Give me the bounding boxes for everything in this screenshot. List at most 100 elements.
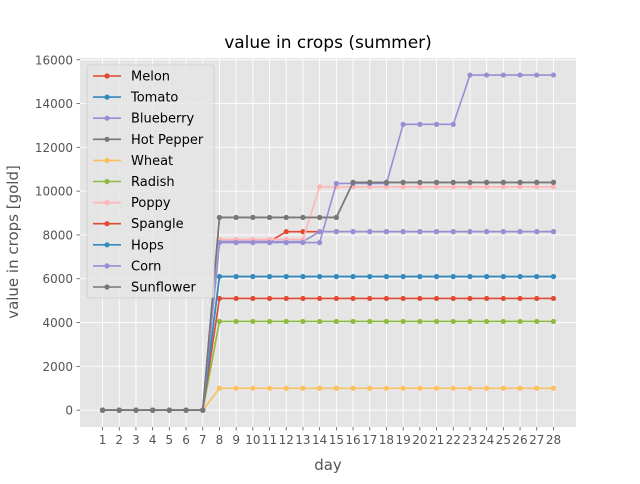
data-point xyxy=(484,184,490,190)
data-point xyxy=(283,385,289,391)
data-point xyxy=(250,214,256,221)
data-point xyxy=(500,72,506,78)
y-tick-label: 16000 xyxy=(35,53,73,67)
data-point xyxy=(534,72,540,78)
data-point xyxy=(183,407,189,413)
data-point xyxy=(467,318,473,325)
data-point xyxy=(233,318,239,325)
y-axis-label: value in crops [gold] xyxy=(4,165,22,319)
x-tick-label: 2 xyxy=(115,433,123,447)
x-tick-label: 25 xyxy=(496,433,511,447)
x-tick-label: 10 xyxy=(245,433,260,447)
legend-label: Spangle xyxy=(131,217,184,232)
data-point xyxy=(250,240,256,246)
data-point xyxy=(550,385,557,391)
legend-label: Radish xyxy=(131,175,175,190)
data-point xyxy=(417,229,423,235)
data-point xyxy=(517,179,523,185)
data-point xyxy=(467,385,473,391)
data-point xyxy=(216,385,223,391)
data-point xyxy=(550,72,557,78)
data-point xyxy=(133,407,139,413)
legend-entry: Tomato xyxy=(93,91,178,106)
data-point xyxy=(317,240,323,246)
series-line xyxy=(102,181,554,411)
data-point xyxy=(317,214,323,221)
legend-marker xyxy=(104,136,110,142)
data-point xyxy=(450,273,456,280)
data-point xyxy=(417,273,423,280)
data-point xyxy=(500,318,506,325)
data-point xyxy=(383,295,390,302)
data-point xyxy=(433,318,440,325)
data-point xyxy=(450,295,456,302)
data-point xyxy=(500,295,506,302)
legend-entry: Melon xyxy=(93,70,170,85)
legend-entry: Hot Pepper xyxy=(93,133,204,148)
y-tick-label: 2000 xyxy=(42,360,73,374)
legend-entry: Blueberry xyxy=(93,112,194,127)
x-tick-label: 6 xyxy=(182,433,190,447)
data-point xyxy=(283,214,289,221)
data-point xyxy=(450,121,456,127)
data-point xyxy=(433,179,440,185)
legend-label: Hops xyxy=(131,238,164,253)
x-tick-label: 14 xyxy=(312,433,327,447)
data-point xyxy=(433,229,440,235)
data-point xyxy=(450,229,456,235)
x-tick-label: 15 xyxy=(329,433,344,447)
legend-frame xyxy=(86,64,215,299)
data-point xyxy=(433,295,440,302)
data-point xyxy=(216,214,223,221)
data-point xyxy=(450,179,456,185)
legend-marker xyxy=(104,94,110,100)
data-point xyxy=(250,273,256,280)
data-point xyxy=(517,318,523,325)
data-point xyxy=(400,121,406,127)
data-point xyxy=(317,229,323,235)
x-tick-label: 27 xyxy=(529,433,544,447)
data-point xyxy=(550,229,557,235)
data-point xyxy=(517,273,523,280)
x-tick-label: 28 xyxy=(546,433,561,447)
data-point xyxy=(417,318,423,325)
data-point xyxy=(333,229,339,235)
data-point xyxy=(500,184,506,190)
data-point xyxy=(450,184,456,190)
legend-entry: Wheat xyxy=(93,154,173,169)
data-point xyxy=(400,179,406,185)
series-sunflower xyxy=(99,179,557,413)
x-tick-label: 9 xyxy=(232,433,240,447)
data-point xyxy=(417,184,423,190)
data-point xyxy=(500,273,506,280)
legend-entry: Radish xyxy=(93,175,175,190)
data-point xyxy=(283,240,289,246)
data-point xyxy=(417,385,423,391)
x-tick-label: 13 xyxy=(295,433,310,447)
data-point xyxy=(350,295,356,302)
data-point xyxy=(216,295,223,302)
data-point xyxy=(400,229,406,235)
data-point xyxy=(550,273,557,280)
data-point xyxy=(550,179,557,185)
y-tick-label: 0 xyxy=(65,404,73,418)
data-point xyxy=(400,295,406,302)
data-point xyxy=(534,385,540,391)
legend-label: Wheat xyxy=(131,154,173,169)
data-point xyxy=(216,318,223,325)
data-point xyxy=(517,72,523,78)
legend-marker xyxy=(104,242,110,248)
y-tick-label: 4000 xyxy=(42,316,73,330)
x-tick-label: 21 xyxy=(429,433,444,447)
x-tick-label: 3 xyxy=(132,433,140,447)
legend-label: Sunflower xyxy=(131,281,197,296)
data-point xyxy=(517,295,523,302)
data-point xyxy=(383,385,390,391)
data-point xyxy=(300,318,306,325)
data-point xyxy=(484,179,490,185)
data-point xyxy=(383,273,390,280)
x-axis-label: day xyxy=(314,456,342,474)
data-point xyxy=(534,229,540,235)
y-tick-label: 8000 xyxy=(42,228,73,242)
x-tick-label: 11 xyxy=(262,433,277,447)
